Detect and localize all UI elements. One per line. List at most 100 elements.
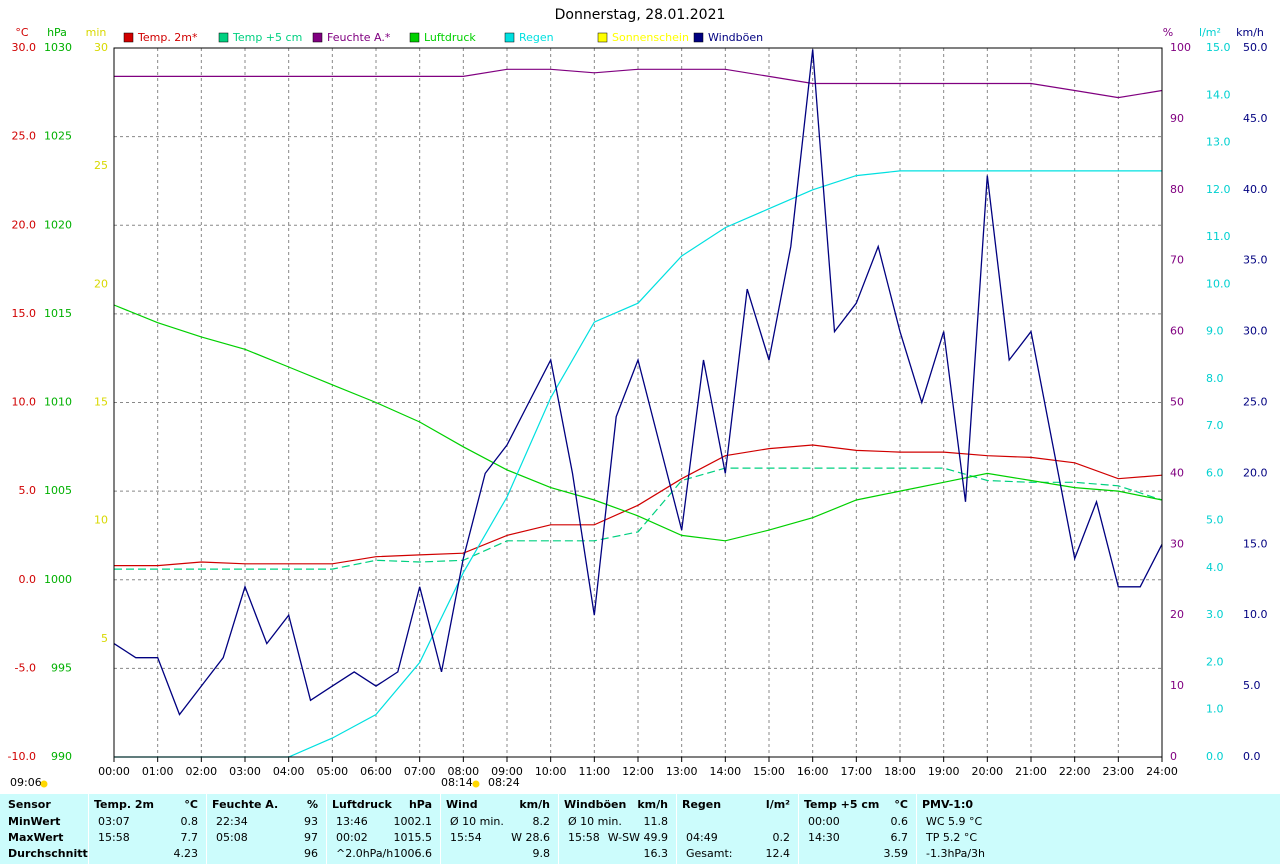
- cell-value: 1002.1: [393, 815, 433, 828]
- cell-value: W 28.6: [511, 831, 550, 844]
- column-unit: °C: [184, 798, 198, 811]
- column-separator: [916, 794, 917, 864]
- y-tick-label: 100: [1170, 41, 1191, 54]
- cell: 00:02: [336, 831, 368, 844]
- y-tick-label: 20: [94, 277, 108, 290]
- y-tick-label: 30.0: [1243, 325, 1268, 338]
- y-tick-label: 40: [1170, 466, 1184, 479]
- legend-label: Sonnenschein: [612, 31, 689, 44]
- y-tick-label: 13.0: [1206, 136, 1231, 149]
- y-tick-label: 20.0: [12, 218, 37, 231]
- column-header: PMV-1:0: [922, 798, 973, 811]
- y-tick-label: 5.0: [1206, 514, 1224, 527]
- cell: 15:58: [568, 831, 600, 844]
- y-tick-label: 10.0: [1206, 277, 1231, 290]
- column-separator: [440, 794, 441, 864]
- series-line: [113, 304, 1163, 542]
- y-tick-label: 0: [1170, 750, 1177, 763]
- column-separator: [88, 794, 89, 864]
- y-tick-label: 14.0: [1206, 88, 1231, 101]
- y-tick-label: 1005: [44, 484, 72, 497]
- cell: 04:49: [686, 831, 718, 844]
- x-tick-label: 20:00: [971, 765, 1003, 778]
- chart-title: Donnerstag, 28.01.2021: [555, 7, 726, 23]
- y-tick-label: 12.0: [1206, 183, 1231, 196]
- x-tick-label: 21:00: [1015, 765, 1047, 778]
- y-tick-label: 1020: [44, 218, 72, 231]
- column-header: Temp +5 cm: [804, 798, 880, 811]
- x-tick-label: 07:00: [404, 765, 436, 778]
- y-tick-label: 20.0: [1243, 466, 1268, 479]
- series-line: [114, 467, 1163, 570]
- cell: TP 5.2 °C: [926, 831, 978, 844]
- x-tick-label: 18:00: [884, 765, 916, 778]
- x-tick-label: 08:00: [447, 765, 479, 778]
- column-header: Wind: [446, 798, 478, 811]
- legend-label: Luftdruck: [424, 31, 476, 44]
- chart: Donnerstag, 28.01.2021 00:00 01:00 02:00 03…: [8, 7, 1268, 789]
- axis-unit: km/h: [1236, 26, 1264, 39]
- series-line: [114, 444, 1163, 567]
- y-tick-label: 995: [51, 661, 72, 674]
- cell: Ø 10 min.: [568, 815, 622, 828]
- y-tick-label: 10.0: [1243, 608, 1268, 621]
- y-tick-label: 2.0: [1206, 655, 1224, 668]
- y-tick-label: 60: [1170, 325, 1184, 338]
- row-label: Durchschnitt: [8, 847, 88, 860]
- y-tick-label: 990: [51, 750, 72, 763]
- axis-unit: %: [1163, 26, 1173, 39]
- cell-value: 3.59: [883, 847, 909, 860]
- cell: Gesamt:: [686, 847, 733, 860]
- column-header: Regen: [682, 798, 722, 811]
- y-tick-label: 6.0: [1206, 466, 1224, 479]
- y-tick-label: 25.0: [1243, 396, 1268, 409]
- column-unit: l/m²: [765, 798, 790, 811]
- y-tick-label: 35.0: [1243, 254, 1268, 267]
- y-tick-label: 25: [94, 159, 108, 172]
- y-tick-label: 50.0: [1243, 41, 1268, 54]
- x-tick-label: 09:00: [491, 765, 523, 778]
- x-tick-label: 14:00: [709, 765, 741, 778]
- annotation: 08:24: [488, 776, 520, 789]
- x-tick-label: 12:00: [622, 765, 654, 778]
- y-tick-label: 40.0: [1243, 183, 1268, 196]
- plot-border: [113, 47, 1163, 758]
- cell-value: 0.2: [772, 831, 791, 844]
- y-tick-label: 1015: [44, 307, 72, 320]
- legend-swatch: [218, 32, 229, 43]
- cell-value: W-SW 49.9: [607, 831, 668, 844]
- y-tick-label: 7.0: [1206, 419, 1224, 432]
- row-label: MinWert: [8, 815, 61, 828]
- cell-value: 12.4: [765, 847, 791, 860]
- column-header: Feuchte A.: [212, 798, 279, 811]
- y-tick-label: 25.0: [12, 130, 37, 143]
- y-tick-label: 5.0: [19, 484, 37, 497]
- cell-value: 4.23: [173, 847, 199, 860]
- cell-value: 97: [304, 831, 318, 844]
- y-tick-label: 4.0: [1206, 561, 1224, 574]
- y-tick-label: 1000: [44, 573, 72, 586]
- y-tick-label: -5.0: [15, 661, 36, 674]
- cell-value: 96: [304, 847, 318, 860]
- cell: ^2.0hPa/h: [336, 847, 394, 860]
- axis-unit: l/m²: [1199, 26, 1221, 39]
- x-tick-label: 10:00: [535, 765, 567, 778]
- legend-label: Windböen: [708, 31, 763, 44]
- legend-label: Temp. 2m*: [137, 31, 198, 44]
- cell-value: 16.3: [643, 847, 669, 860]
- x-tick-label: 01:00: [142, 765, 174, 778]
- y-tick-label: 5.0: [1243, 679, 1261, 692]
- cell: Ø 10 min.: [450, 815, 504, 828]
- sun-icon: [472, 780, 480, 788]
- cell-value: 8.2: [532, 815, 551, 828]
- cell-value: 1006.6: [393, 847, 433, 860]
- column-unit: km/h: [519, 798, 550, 811]
- cell: 22:34: [216, 815, 248, 828]
- axis-unit: min: [86, 26, 107, 39]
- legend-label: Regen: [519, 31, 554, 44]
- cell: 15:58: [98, 831, 130, 844]
- y-tick-label: 15: [94, 396, 108, 409]
- y-tick-label: 1030: [44, 41, 72, 54]
- legend-swatch: [597, 32, 608, 43]
- legend-swatch: [123, 32, 134, 43]
